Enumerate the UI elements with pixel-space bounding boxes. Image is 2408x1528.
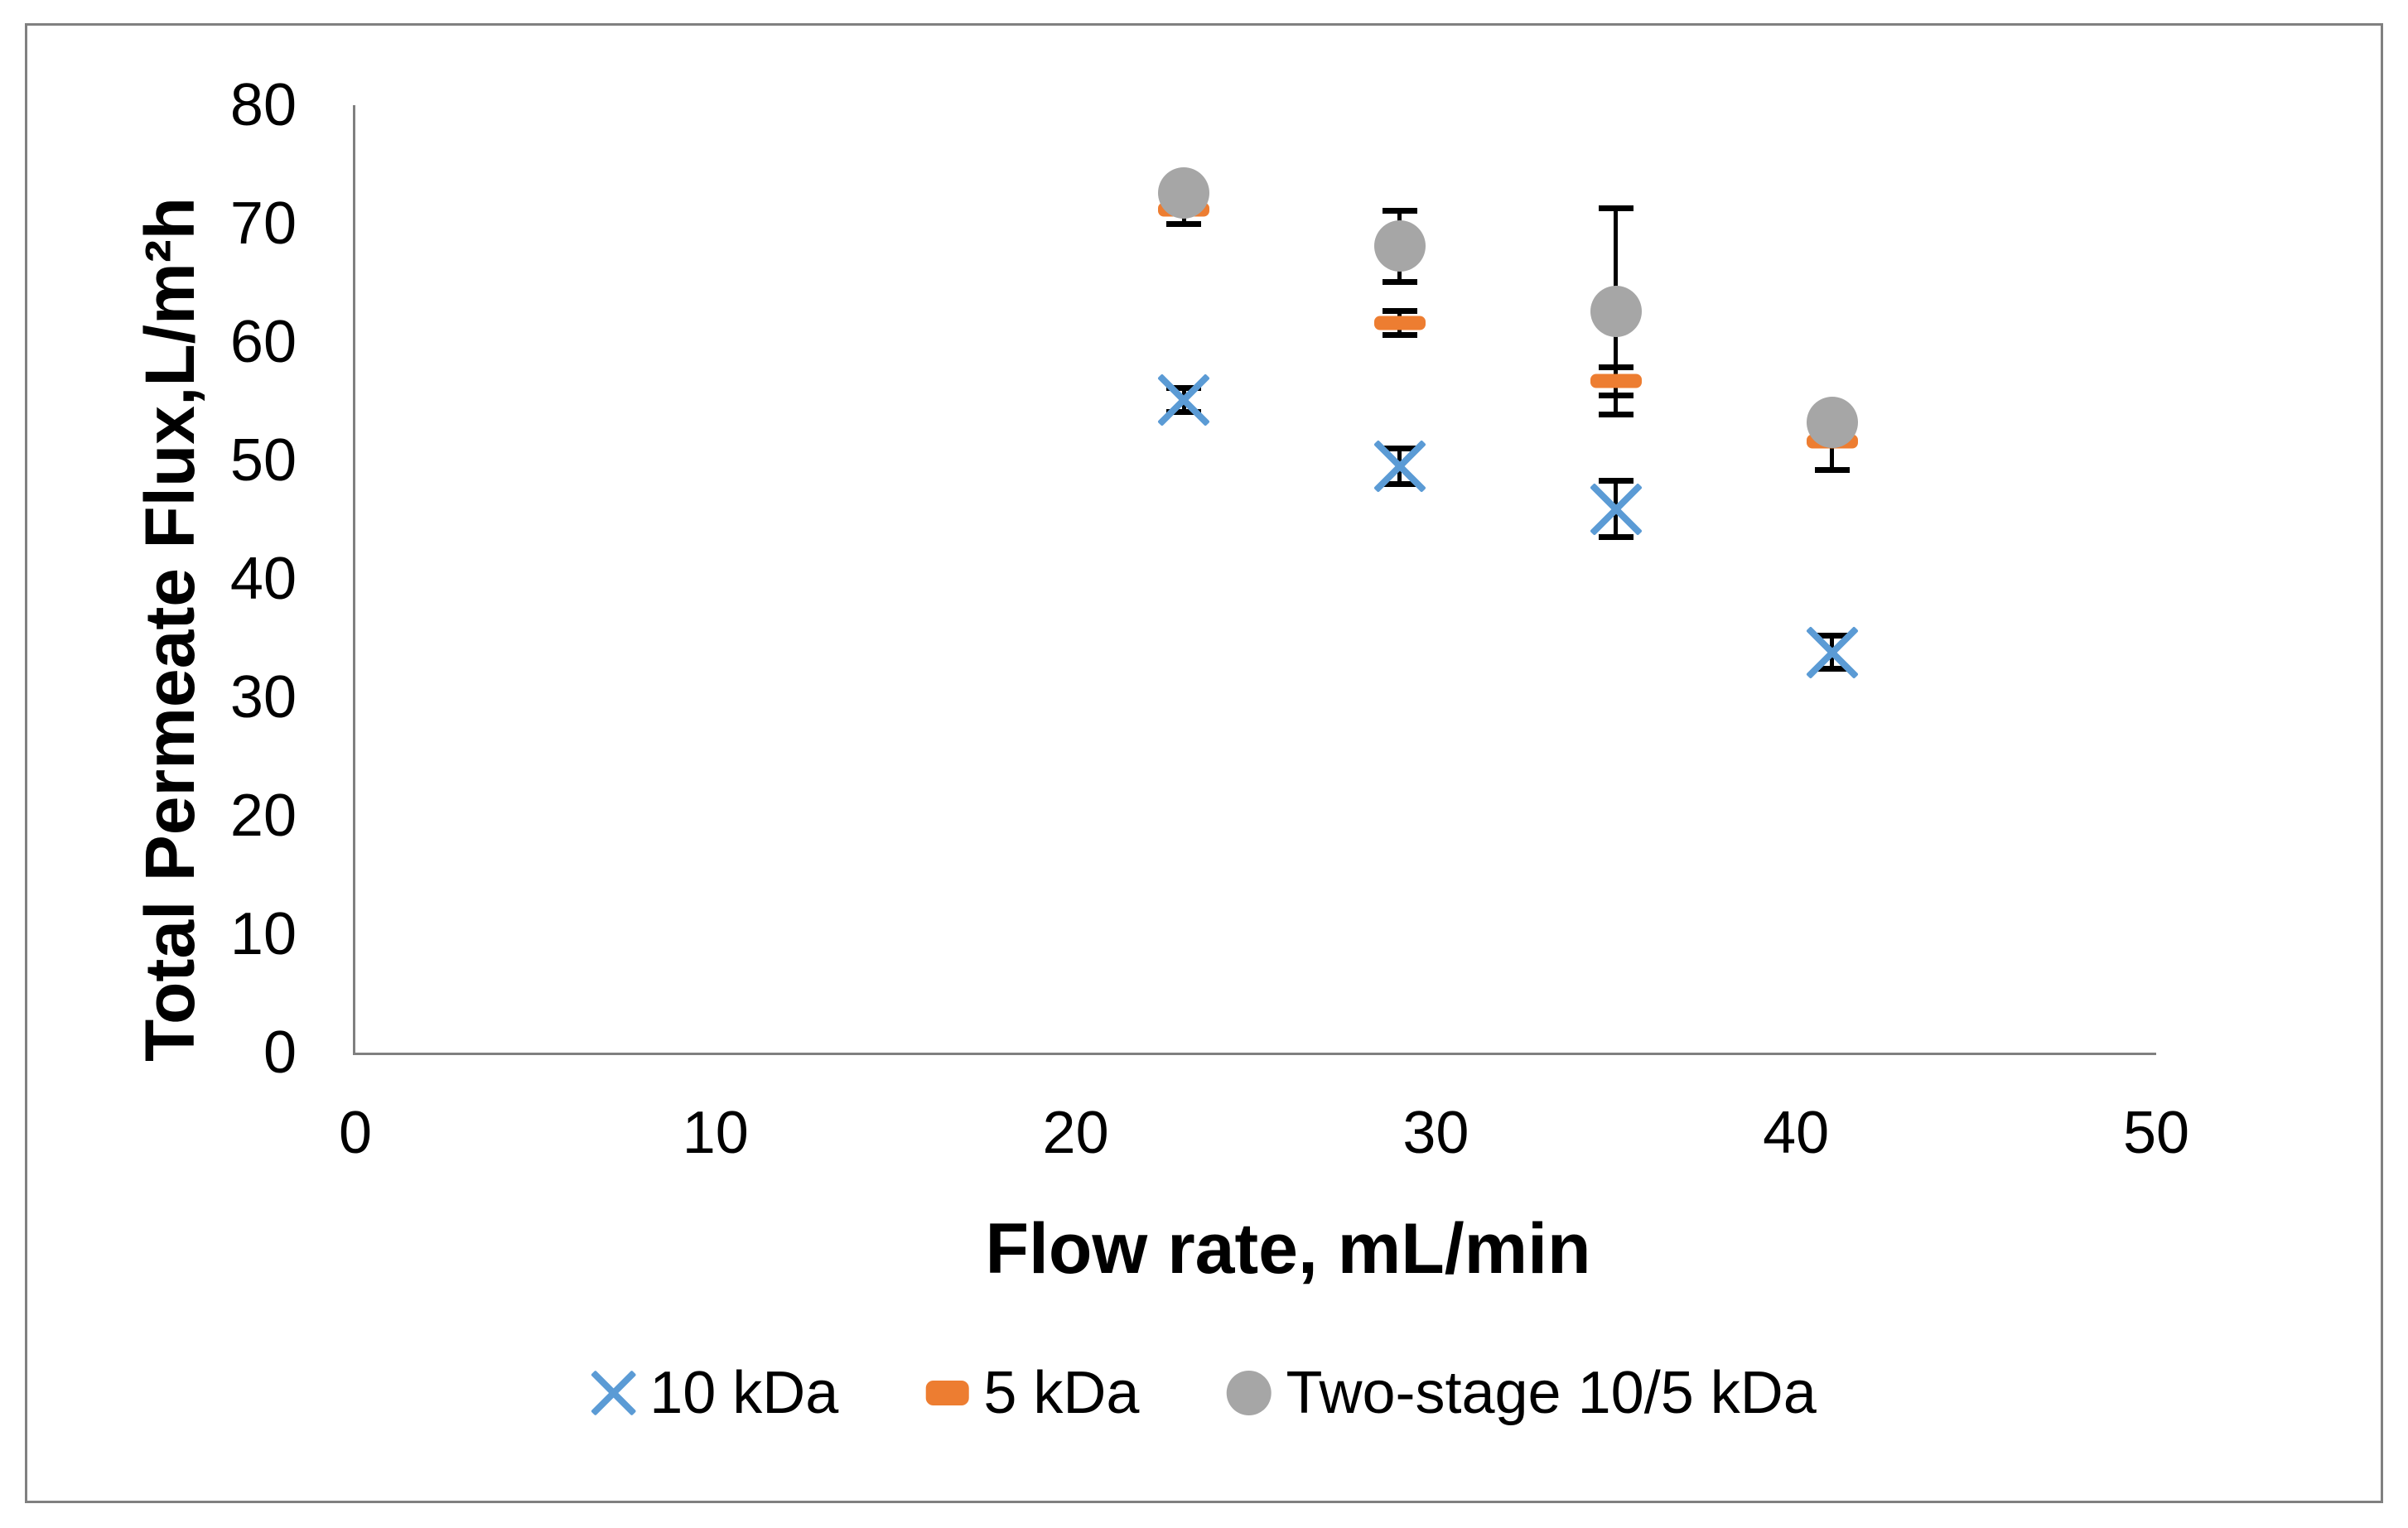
legend-x-marker-icon [590,1370,636,1416]
error-bar-cap [1598,205,1633,211]
error-bar-cap [1166,220,1202,227]
x-axis-title: Flow rate, mL/min [985,1209,1591,1289]
x-tick-label: 40 [1763,1100,1830,1166]
error-bar-cap [1166,408,1202,415]
error-bar-cap [1598,411,1633,417]
error-bar-cap [1382,207,1417,214]
legend-label: Two-stage 10/5 kDa [1286,1360,1817,1426]
error-bar-cap [1814,666,1850,672]
y-axis-title: Total Permeate Flux,L/m²h [131,197,209,1062]
x-tick-label: 0 [338,1100,373,1166]
marker-two-stage-10-5-kda [1590,285,1642,337]
y-tick-label: 30 [229,664,297,730]
legend-item: 10 kDa [590,1360,839,1426]
legend-item: 5 kDa [925,1363,1139,1423]
error-bar-cap [1814,633,1850,639]
y-tick-label: 10 [229,901,297,967]
error-bar-cap [1382,278,1417,285]
chart-border [25,23,2383,1503]
x-tick-label: 10 [682,1100,749,1166]
error-bar-cap [1382,446,1417,452]
error-bar-cap [1382,308,1417,315]
y-tick-label: 0 [263,1019,297,1086]
y-tick-label: 20 [229,783,297,849]
legend-item: Two-stage 10/5 kDa [1226,1360,1817,1426]
error-bar-cap [1382,481,1417,488]
marker-two-stage-10-5-kda [1158,166,1210,219]
marker-5-kda [1590,374,1642,388]
y-tick-label: 40 [229,546,297,612]
y-tick-label: 70 [229,190,297,257]
marker-10-kda [1157,374,1210,427]
y-tick-label: 50 [229,427,297,494]
y-tick-label: 60 [229,309,297,375]
marker-10-kda [1373,440,1426,493]
error-bar-cap [1598,534,1633,541]
error-bar-cap [1166,385,1202,392]
marker-10-kda [1805,625,1859,679]
legend-label: 10 kDa [649,1360,839,1426]
legend-label: 5 kDa [983,1360,1140,1426]
legend-circle-marker-icon [1226,1371,1272,1415]
error-bar-cap [1598,477,1633,484]
marker-5-kda [1373,316,1426,330]
marker-two-stage-10-5-kda [1806,397,1858,449]
error-bar-cap [1814,466,1850,473]
error-bar-cap [1382,331,1417,338]
x-axis-line [353,1053,2156,1055]
x-tick-label: 20 [1042,1100,1109,1166]
marker-10-kda [1589,482,1643,536]
y-tick-label: 80 [229,72,297,138]
legend: 10 kDa 5 kDa Two-stage 10/5 kDa [590,1360,1817,1426]
x-tick-label: 30 [1402,1100,1469,1166]
marker-two-stage-10-5-kda [1373,220,1426,272]
y-axis-line [353,105,355,1055]
legend-dash-marker-icon [925,1381,969,1405]
x-tick-label: 50 [2122,1100,2190,1166]
